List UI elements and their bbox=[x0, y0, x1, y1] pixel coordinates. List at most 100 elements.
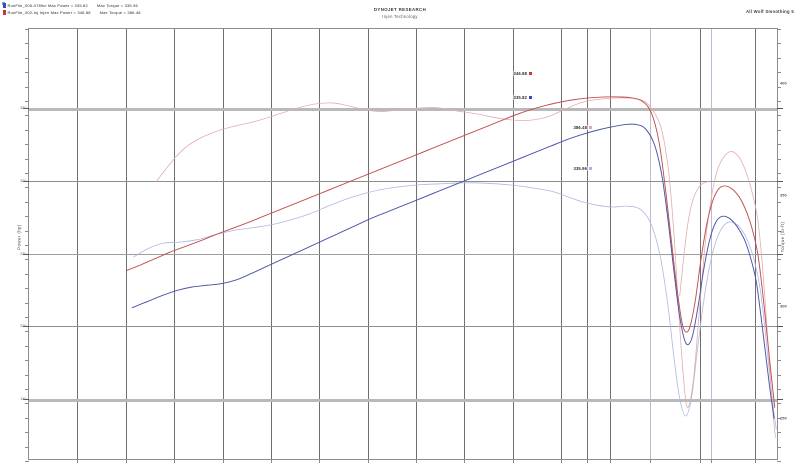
plot-area: 350 300 250 200 150 400 350 300 250 346.88 335.8… bbox=[20, 28, 787, 463]
curves-svg bbox=[29, 29, 777, 459]
pink-marker-dot bbox=[589, 126, 593, 129]
y-axis-minor-tick bbox=[25, 317, 29, 318]
curve-3 bbox=[132, 124, 774, 418]
curve-2 bbox=[126, 97, 775, 408]
y-axis-major-tick bbox=[23, 326, 29, 327]
x-axis-tick bbox=[650, 459, 651, 463]
x-axis-tick bbox=[125, 459, 127, 463]
horizontal-gridline bbox=[29, 326, 777, 327]
y-axis-minor-tick bbox=[25, 374, 29, 376]
right-axis-tick-label: 400 bbox=[780, 80, 787, 86]
legend-item[interactable]: RunFile_005-0789ci Max Power = 335.82 Max… bbox=[3, 3, 141, 8]
legend-peak-label: Max Torque = 335.96 bbox=[96, 3, 138, 8]
y-axis-minor-tick bbox=[777, 403, 781, 405]
y-axis-minor-tick bbox=[777, 259, 781, 261]
vertical-gridline bbox=[174, 29, 176, 459]
x-axis-tick bbox=[710, 459, 712, 463]
y-axis-minor-tick bbox=[777, 288, 781, 290]
curve-0 bbox=[156, 98, 775, 438]
y-axis-minor-tick bbox=[777, 216, 781, 218]
left-axis-tick-label: 300 bbox=[20, 179, 27, 184]
y-axis-minor-tick bbox=[777, 273, 781, 275]
y-axis-minor-tick bbox=[777, 331, 781, 333]
data-point-label: 335.82 bbox=[513, 95, 533, 100]
vertical-gridline bbox=[699, 29, 701, 459]
vertical-gridline bbox=[512, 29, 514, 459]
y-axis-minor-tick bbox=[25, 101, 29, 102]
page-title: DYNOJET RESEARCH bbox=[373, 7, 427, 12]
left-axis-tick-label: 150 bbox=[20, 397, 27, 401]
vertical-gridline bbox=[416, 29, 417, 459]
x-axis-tick bbox=[416, 459, 417, 463]
curve-layer bbox=[29, 29, 777, 459]
right-axis-tick-label: 300 bbox=[780, 303, 787, 308]
y-axis-minor-tick bbox=[25, 302, 29, 304]
y-axis-minor-tick bbox=[777, 129, 781, 131]
data-point-label: 346.88 bbox=[513, 71, 533, 76]
x-axis-tick bbox=[367, 459, 369, 463]
x-axis-tick bbox=[587, 459, 588, 463]
y-axis-minor-tick bbox=[25, 273, 29, 275]
right-axis-title: Torque (lb-ft) bbox=[780, 221, 786, 253]
data-point-value: 335.82 bbox=[513, 95, 528, 100]
y-axis-minor-tick bbox=[777, 389, 781, 390]
y-axis-major-tick bbox=[777, 181, 783, 183]
vertical-gridline bbox=[609, 29, 611, 459]
legend-item[interactable]: RunFile_002-Inj Injen Max Power = 346.88… bbox=[3, 9, 141, 15]
y-axis-major-tick bbox=[777, 399, 783, 400]
vertical-gridline bbox=[650, 29, 651, 459]
y-axis-minor-tick bbox=[777, 72, 781, 74]
y-axis-minor-tick bbox=[777, 43, 781, 45]
legend-run-label: RunFile_002-Inj Injen Max Power = 346.88 bbox=[7, 9, 91, 15]
y-axis-minor-tick bbox=[25, 345, 29, 347]
y-axis-minor-tick bbox=[777, 57, 781, 59]
legend: RunFile_005-0789ci Max Power = 335.82 Max… bbox=[3, 3, 141, 15]
blue-run-swatch bbox=[3, 3, 6, 8]
vertical-gridline bbox=[270, 29, 272, 459]
left-axis-tick-label: 350 bbox=[20, 106, 27, 111]
left-axis-title: Power (hp) bbox=[16, 224, 22, 250]
x-axis-tick bbox=[609, 459, 611, 463]
blue-marker-dot bbox=[529, 96, 533, 99]
y-axis-minor-tick bbox=[777, 173, 781, 174]
y-axis-minor-tick bbox=[25, 446, 29, 448]
vertical-gridline bbox=[367, 29, 369, 459]
y-axis-minor-tick bbox=[777, 417, 781, 419]
y-axis-major-tick bbox=[777, 326, 783, 327]
y-axis-minor-tick bbox=[25, 417, 29, 419]
y-axis-minor-tick bbox=[777, 374, 781, 376]
y-axis-minor-tick bbox=[25, 403, 29, 405]
horizontal-gridline bbox=[29, 181, 777, 183]
y-axis-minor-tick bbox=[25, 389, 29, 390]
y-axis-minor-tick bbox=[25, 57, 29, 59]
vertical-gridline bbox=[222, 29, 224, 459]
red-run-swatch bbox=[3, 9, 6, 15]
vertical-gridline bbox=[561, 29, 563, 459]
x-axis-tick bbox=[464, 459, 466, 463]
y-axis-minor-tick bbox=[25, 43, 29, 45]
y-axis-minor-tick bbox=[777, 302, 781, 304]
data-point-label: 335.96 bbox=[573, 166, 593, 171]
horizontal-gridline bbox=[29, 254, 777, 256]
y-axis-minor-tick bbox=[777, 187, 781, 189]
y-axis-minor-tick bbox=[25, 360, 29, 362]
y-axis-minor-tick bbox=[777, 29, 781, 30]
y-axis-minor-tick bbox=[777, 461, 781, 462]
y-axis-minor-tick bbox=[777, 201, 781, 203]
y-axis-minor-tick bbox=[777, 432, 781, 434]
smoothing-note: All Wolf Smoothing 5 bbox=[745, 9, 794, 14]
y-axis-minor-tick bbox=[777, 144, 781, 146]
red-marker-dot bbox=[529, 72, 533, 75]
y-axis-minor-tick bbox=[777, 86, 781, 88]
y-axis-minor-tick bbox=[25, 187, 29, 189]
y-axis-minor-tick bbox=[777, 446, 781, 448]
lightblue-marker-dot bbox=[589, 167, 593, 170]
y-axis-minor-tick bbox=[777, 345, 781, 347]
y-axis-minor-tick bbox=[25, 115, 29, 117]
curve-1 bbox=[134, 183, 777, 429]
vertical-gridline bbox=[77, 29, 79, 459]
y-axis-minor-tick bbox=[25, 288, 29, 290]
y-axis-major-tick bbox=[777, 108, 783, 110]
right-axis-tick-label: 350 bbox=[780, 192, 787, 198]
